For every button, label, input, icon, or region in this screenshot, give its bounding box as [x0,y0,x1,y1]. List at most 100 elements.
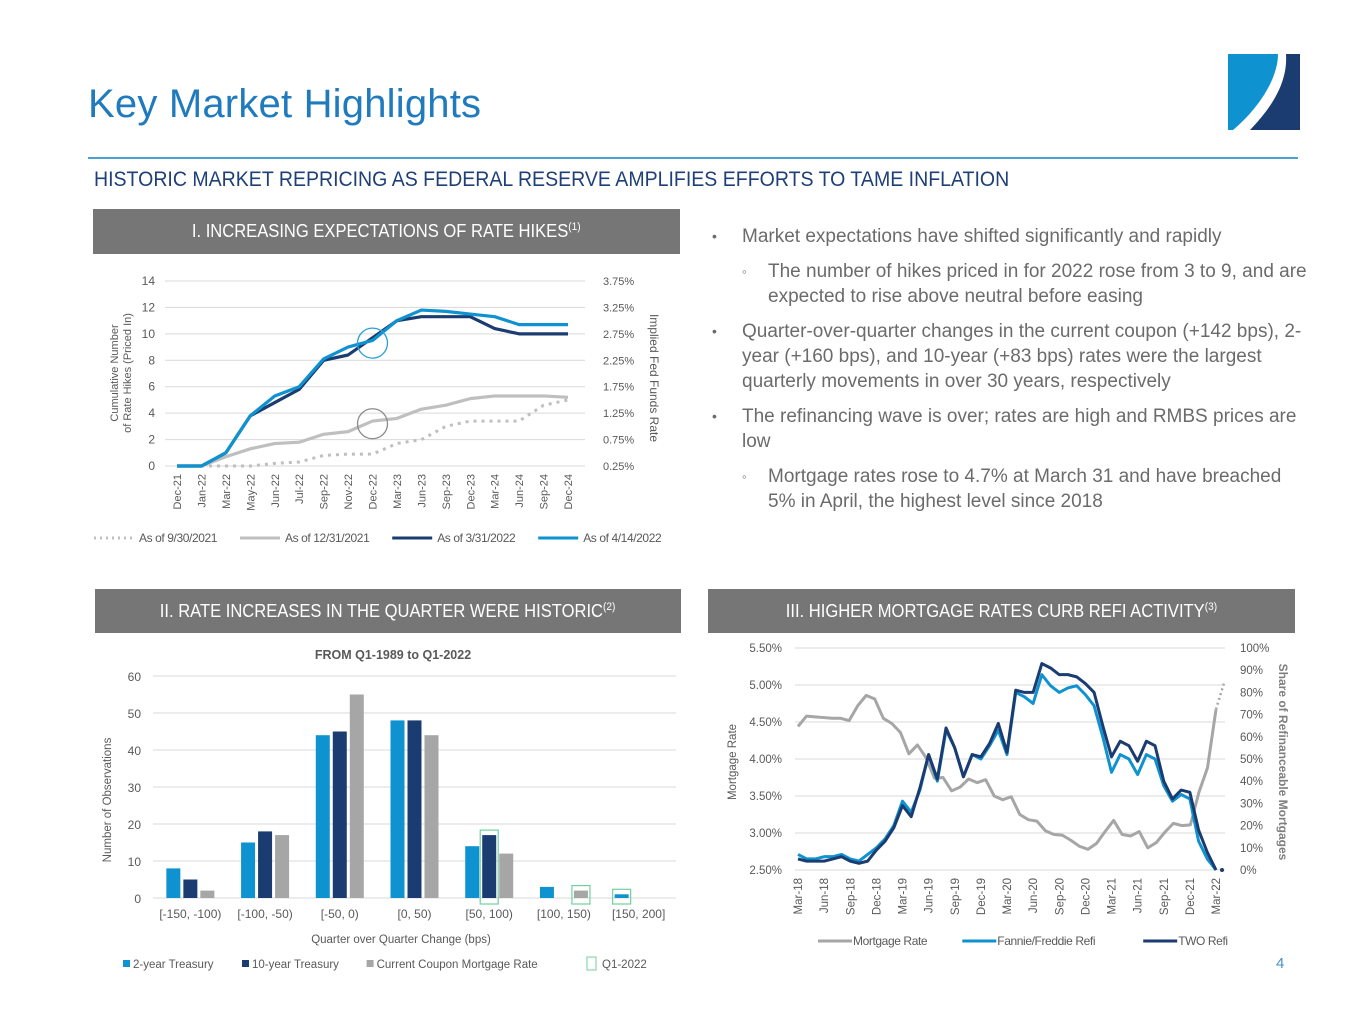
y2-tick-label: 1.75% [603,382,634,394]
x-tick-label: Mar-21 [1107,878,1119,914]
x-tick-label: Nov-22 [343,474,355,509]
section-header-label: II. RATE INCREASES IN THE QUARTER WERE H… [160,600,604,621]
y2-tick-label: 3.25% [603,302,634,314]
bullet-item: • The refinancing wave is over; rates are… [708,404,1308,454]
company-logo-icon [1228,54,1300,130]
x-tick-label: Dec-23 [465,474,477,509]
bullet-text: Market expectations have shifted signifi… [742,226,1222,247]
sub-bullet-circle-icon: ◦ [742,469,747,484]
annotation-circle [356,327,389,359]
x-tick-label: Jan-22 [196,474,208,508]
x-tick-label: Dec-21 [172,474,184,509]
y-tick-label: 2.50% [749,865,782,877]
x-tick-label: Dec-19 [976,878,988,915]
legend-label: 10-year Treasury [252,959,339,971]
x-tick-label: Jun-20 [1028,878,1040,913]
x-tick-label: Mar-22 [221,474,233,509]
x-tick-label: Dec-18 [871,878,883,915]
y-tick-label: 20 [128,818,142,832]
x-tick-label: [-100, -50) [237,907,292,921]
bar [424,735,439,898]
y-tick-label: 6 [148,380,155,394]
y-axis-label: Mortgage Rate [727,724,739,800]
bullet-dot-icon: • [712,323,717,339]
y-tick-label: 5.00% [749,680,782,692]
legend-label: Q1-2022 [602,959,647,971]
y-tick-label: 0 [134,892,141,906]
page-number: 4 [1276,955,1285,972]
bar [539,886,554,898]
y-tick-label: 2 [148,433,155,447]
x-tick-label: Sep-18 [845,878,857,915]
legend-label: As of 12/31/2021 [285,531,370,545]
y-tick-label: 12 [142,300,156,314]
x-tick-label: Sep-20 [1054,878,1066,915]
series-line [177,394,569,468]
legend-label: 2-year Treasury [133,959,214,971]
bar [200,890,215,898]
y-tick-label: 4.50% [749,717,782,729]
bullet-text: The number of hikes priced in for 2022 r… [768,261,1307,307]
y-tick-label: 3.00% [749,828,782,840]
legend-swatch [242,960,249,967]
sub-bullet-item: ◦ The number of hikes priced in for 2022 … [708,259,1308,309]
bar [183,879,198,898]
q1-2022-highlight-box [612,888,632,905]
x-tick-label: Jun-19 [924,878,936,913]
section-header-rate-increases: II. RATE INCREASES IN THE QUARTER WERE H… [95,589,681,633]
x-tick-label: Sep-22 [319,474,331,509]
y-tick-label: 14 [142,274,156,288]
y-tick-label: 4.00% [749,754,782,766]
y-tick-label: 40 [128,744,142,758]
y-tick-label: 4 [148,406,155,420]
x-tick-label: Sep-19 [950,878,962,915]
bar [349,694,364,898]
y-tick-label: 8 [148,353,155,367]
x-tick-label: Jun-24 [514,474,526,508]
series-line [177,308,568,468]
q1-2022-highlight-box [479,829,499,905]
y2-axis-label: Implied Fed Funds Rate [647,314,661,442]
legend-label: Mortgage Rate [853,934,928,948]
x-tick-label: Mar-23 [392,474,404,509]
x-tick-label: Jun-22 [270,474,282,508]
x-tick-label: Jun-21 [1133,878,1145,913]
y-tick-label: 10 [142,327,156,341]
legend-label: As of 3/31/2022 [437,531,516,545]
bullet-text: The refinancing wave is over; rates are … [742,406,1297,452]
section-header-rate-hikes: I. INCREASING EXPECTATIONS OF RATE HIKES… [93,209,680,254]
bullet-item: • Quarter-over-quarter changes in the cur… [708,319,1308,394]
legend-label: TWO Refi [1178,934,1227,948]
bar [315,735,330,898]
bar [275,835,290,898]
y2-tick-label: 0.25% [603,461,634,473]
bar [482,835,497,898]
y2-tick-label: 80% [1240,687,1263,699]
y2-tick-label: 30% [1240,798,1263,810]
bullet-text: Quarter-over-quarter changes in the curr… [742,321,1302,392]
y2-tick-label: 0.75% [603,435,634,447]
bar [407,720,422,898]
bullet-item: • Market expectations have shifted signif… [708,224,1308,249]
x-tick-label: Mar-22 [1211,878,1223,914]
series-line [177,315,568,468]
series-endpoint [1220,868,1224,872]
bar [614,894,629,898]
y-axis-label: Number of Observations [102,737,114,862]
y2-axis-label: Share of Refinanceable Mortgages [1276,664,1290,861]
y-tick-label: 30 [128,781,142,795]
bar [390,720,405,898]
y2-tick-label: 70% [1240,710,1263,722]
y2-tick-label: 0% [1240,865,1257,877]
legend-swatch [586,956,597,971]
footnote-ref: (2) [603,600,616,613]
legend-label: As of 4/14/2022 [583,531,662,545]
x-tick-label: [0, 50) [397,907,431,921]
x-tick-label: Jun-23 [416,474,428,508]
legend-label: Fannie/Freddie Refi [997,934,1095,948]
x-tick-label: Jul-22 [294,474,306,504]
y-tick-label: 0 [148,459,155,473]
section-header-label: I. INCREASING EXPECTATIONS OF RATE HIKES [192,221,569,241]
title-divider [88,157,1298,159]
series-line-projection [1214,682,1226,710]
